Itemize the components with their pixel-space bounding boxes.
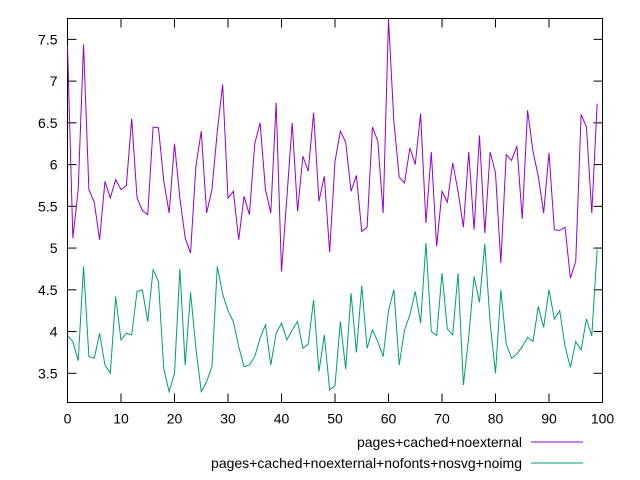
x-tick-label: 80 — [488, 411, 504, 427]
x-tick-label: 30 — [220, 411, 236, 427]
y-tick-label: 4 — [50, 324, 58, 340]
y-tick-label: 6 — [50, 157, 58, 173]
y-tick-label: 7 — [50, 73, 58, 89]
x-tick-label: 10 — [113, 411, 129, 427]
y-tick-label: 7.5 — [38, 31, 58, 47]
y-axis: 3.5 4 4.5 5 5.5 6 6.5 7 7.5 — [38, 31, 603, 381]
legend-label-series-2: pages+cached+noexternal+nofonts+nosvg+no… — [211, 455, 522, 471]
series-line-1 — [67, 19, 598, 279]
x-tick-label: 50 — [327, 411, 343, 427]
x-axis: 0 10 20 30 40 50 60 70 80 90 100 — [64, 18, 615, 427]
series-lines — [67, 19, 598, 394]
x-tick-label: 20 — [167, 411, 183, 427]
x-tick-label: 0 — [64, 411, 72, 427]
y-tick-label: 3.5 — [38, 365, 58, 381]
x-tick-label: 40 — [274, 411, 290, 427]
x-tick-label: 70 — [434, 411, 450, 427]
x-tick-label: 100 — [591, 411, 615, 427]
y-tick-label: 5.5 — [38, 198, 58, 214]
legend: pages+cached+noexternal pages+cached+noe… — [211, 434, 583, 471]
x-tick-label: 90 — [541, 411, 557, 427]
legend-label-series-1: pages+cached+noexternal — [357, 434, 522, 450]
x-tick-label: 60 — [381, 411, 397, 427]
y-tick-label: 4.5 — [38, 282, 58, 298]
y-tick-label: 5 — [50, 240, 58, 256]
y-tick-label: 6.5 — [38, 115, 58, 131]
series-line-2 — [67, 243, 598, 394]
